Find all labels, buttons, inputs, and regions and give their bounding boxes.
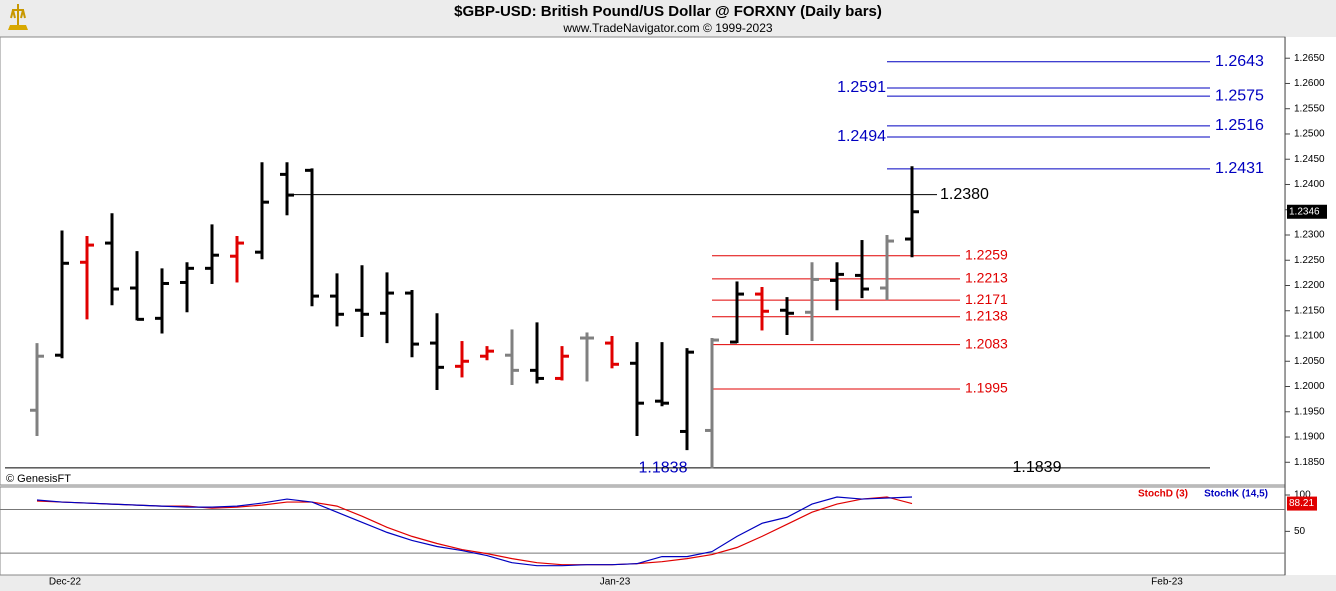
y-tick-label: 1.2400 xyxy=(1294,179,1325,190)
stoch-value-box xyxy=(1287,496,1317,511)
stoch-panel xyxy=(0,486,1286,576)
x-tick-label: Feb-23 xyxy=(1151,577,1183,588)
level-label: 1.1839 xyxy=(1013,459,1062,476)
level-label: 1.2575 xyxy=(1215,87,1264,104)
y-tick-label: 100 xyxy=(1294,490,1311,501)
y-tick-label: 1.2500 xyxy=(1294,129,1325,140)
x-tick-label: Dec-22 xyxy=(49,577,82,588)
price-panel xyxy=(0,36,1286,486)
logo xyxy=(8,4,28,30)
y-tick-label: 1.2200 xyxy=(1294,280,1325,291)
y-tick-label: 1.1900 xyxy=(1294,432,1325,443)
y-tick-label: 1.1850 xyxy=(1294,457,1325,468)
level-label: 1.2259 xyxy=(965,246,1008,262)
last-price-label: 1.2346 xyxy=(1289,206,1320,217)
y-tick-label: 1.2150 xyxy=(1294,305,1325,316)
y-tick-label: 1.2600 xyxy=(1294,78,1325,89)
level-label: 1.2431 xyxy=(1215,160,1264,177)
x-tick-label: Jan-23 xyxy=(600,577,631,588)
level-label: 1.2643 xyxy=(1215,53,1264,70)
legend-entry: StochK (14,5) xyxy=(1204,489,1268,500)
stoch-line xyxy=(36,496,913,566)
y-tick-label: 1.2250 xyxy=(1294,255,1325,266)
chart-title: $GBP-USD: British Pound/US Dollar @ FORX… xyxy=(454,3,882,20)
header-bg xyxy=(0,0,1336,37)
stoch-value-label: 88.21 xyxy=(1289,498,1314,509)
stoch-line xyxy=(36,496,913,567)
level-label: 1.2494 xyxy=(837,128,886,145)
level-label: 1.1995 xyxy=(965,380,1008,396)
level-label: 1.2083 xyxy=(965,335,1008,351)
level-label: 1.2138 xyxy=(965,308,1008,324)
y-tick-label: 1.2450 xyxy=(1294,154,1325,165)
level-label: 1.2516 xyxy=(1215,117,1264,134)
y-tick-label: 1.2050 xyxy=(1294,356,1325,367)
y-tick-label: 1.2550 xyxy=(1294,103,1325,114)
y-tick-label: 1.2100 xyxy=(1294,331,1325,342)
y-tick-label: 50 xyxy=(1294,526,1306,537)
y-tick-label: 1.1950 xyxy=(1294,406,1325,417)
level-label: 1.2591 xyxy=(837,79,886,96)
legend-entry: StochD (3) xyxy=(1138,489,1188,500)
watermark: © GenesisFT xyxy=(6,473,71,485)
level-label: 1.2213 xyxy=(965,270,1008,286)
y-tick-label: 1.2000 xyxy=(1294,381,1325,392)
level-label: 1.2171 xyxy=(965,291,1008,307)
level-label: 1.2380 xyxy=(940,186,989,203)
y-tick-label: 1.2650 xyxy=(1294,53,1325,64)
chart-subtitle: www.TradeNavigator.com © 1999-2023 xyxy=(562,21,772,35)
y-tick-label: 1.2300 xyxy=(1294,230,1325,241)
right-axis-bg xyxy=(1286,37,1336,575)
last-price-box xyxy=(1287,204,1327,219)
